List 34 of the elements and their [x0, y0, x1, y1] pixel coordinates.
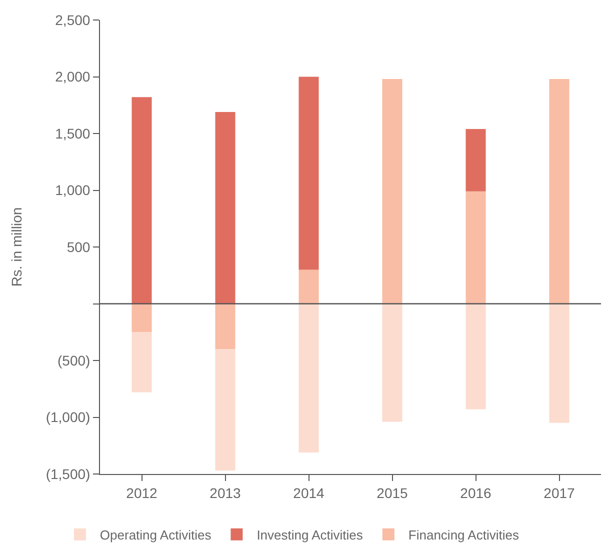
x-tick-label: 2016: [460, 484, 492, 501]
bar: [466, 191, 486, 304]
bar: [298, 76, 319, 270]
y-tick-label: (500): [58, 352, 90, 368]
bar: [466, 128, 486, 192]
bar: [298, 304, 319, 452]
x-tick-label: 2014: [293, 484, 325, 501]
y-tick-label: (1,000): [46, 409, 90, 426]
y-tick-label: 2,500: [55, 12, 90, 28]
bar: [132, 97, 152, 304]
x-tick-label: 2012: [126, 484, 158, 501]
y-tick-label: 2,000: [55, 68, 90, 85]
y-tick-label: 500: [66, 238, 90, 255]
legend-label: Financing Activities: [408, 527, 520, 542]
bar: [382, 304, 402, 422]
bar: [382, 79, 402, 304]
bar: [549, 304, 570, 423]
bar: [298, 270, 319, 304]
bar: [215, 349, 236, 471]
bar: [132, 304, 152, 332]
x-tick-label: 2013: [210, 484, 242, 501]
legend-label: Investing Activities: [256, 527, 364, 542]
bar: [215, 112, 236, 304]
bar: [466, 304, 486, 410]
y-axis-title: Rs. in million: [8, 207, 24, 287]
bar: [215, 304, 236, 350]
x-tick-label: 2017: [544, 484, 576, 501]
x-tick-label: 2015: [376, 484, 408, 501]
y-tick-label: 1,000: [55, 182, 90, 198]
y-tick-label: (1,500): [46, 466, 90, 482]
y-tick-label: 1,500: [55, 125, 90, 142]
bar: [549, 79, 570, 304]
bar: [132, 332, 152, 392]
legend-label: Operating Activities: [100, 527, 212, 542]
